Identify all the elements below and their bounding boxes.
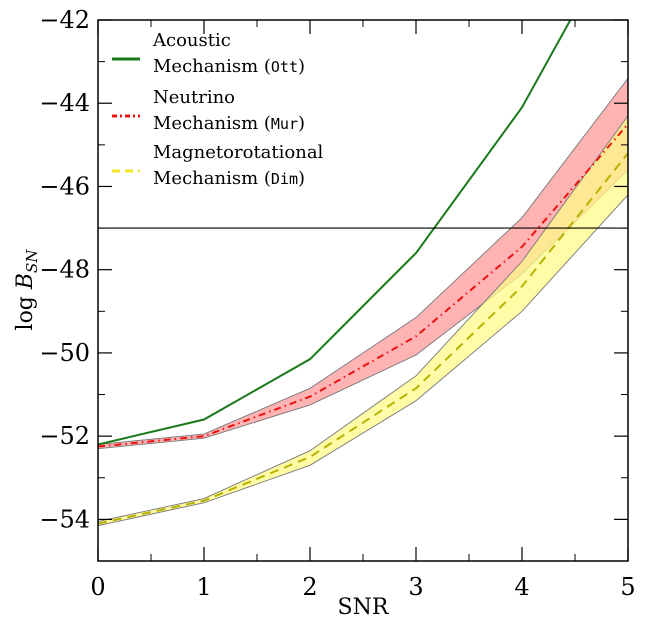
legend-label-line1-1: Neutrino	[153, 87, 235, 108]
legend-mechanism-word: Mechanism (	[153, 168, 271, 189]
legend-label-line2-1: Mechanism (Mur)	[153, 113, 305, 134]
legend-close-paren: )	[298, 113, 305, 134]
legend-label-line2-2: Mechanism (Dim)	[153, 168, 305, 189]
y-tick-label: −50	[39, 339, 90, 367]
band-series-2	[98, 114, 628, 527]
legend-code: Dim	[271, 170, 298, 188]
y-tick-label: −54	[39, 505, 90, 533]
y-tick-label: −42	[39, 6, 90, 34]
legend-label-line1-0: Acoustic	[152, 30, 231, 51]
x-axis-label: SNR	[338, 595, 390, 620]
series-line-2	[98, 152, 628, 525]
y-tick-label: −52	[39, 422, 90, 450]
series-line-0	[98, 20, 572, 446]
legend-mechanism-word: Mechanism (	[153, 56, 271, 77]
series-line-1	[98, 123, 628, 448]
x-tick-label: 4	[514, 573, 529, 601]
legend-close-paren: )	[298, 168, 305, 189]
y-axis-label-log: log	[13, 296, 38, 330]
x-tick-label: 5	[620, 573, 635, 601]
y-axis-label: log BSN	[13, 249, 41, 331]
y-tick-label: −46	[39, 172, 90, 200]
x-tick-label: 0	[90, 573, 105, 601]
y-tick-label: −48	[39, 256, 90, 284]
legend-code: Mur	[271, 115, 298, 133]
legend-label-line2-0: Mechanism (Ott)	[153, 56, 305, 77]
y-axis-label-subscript: SN	[23, 249, 41, 273]
plot-frame	[97, 19, 629, 562]
legend-label-line1-2: Magnetorotational	[153, 142, 324, 163]
x-tick-label: 3	[408, 573, 423, 601]
legend-mechanism-word: Mechanism (	[153, 113, 271, 134]
legend-code: Ott	[271, 58, 298, 76]
y-tick-label: −44	[39, 89, 90, 117]
x-tick-label: 1	[196, 573, 211, 601]
y-axis-label-symbol: B	[13, 273, 38, 290]
series-lines	[98, 20, 628, 525]
legend-close-paren: )	[298, 56, 305, 77]
tick-labels: 0 1 2 3 4 5 −54 −52 −50 −48 −46 −44 −42	[39, 6, 635, 601]
confidence-bands	[98, 77, 628, 527]
x-tick-label: 2	[302, 573, 317, 601]
